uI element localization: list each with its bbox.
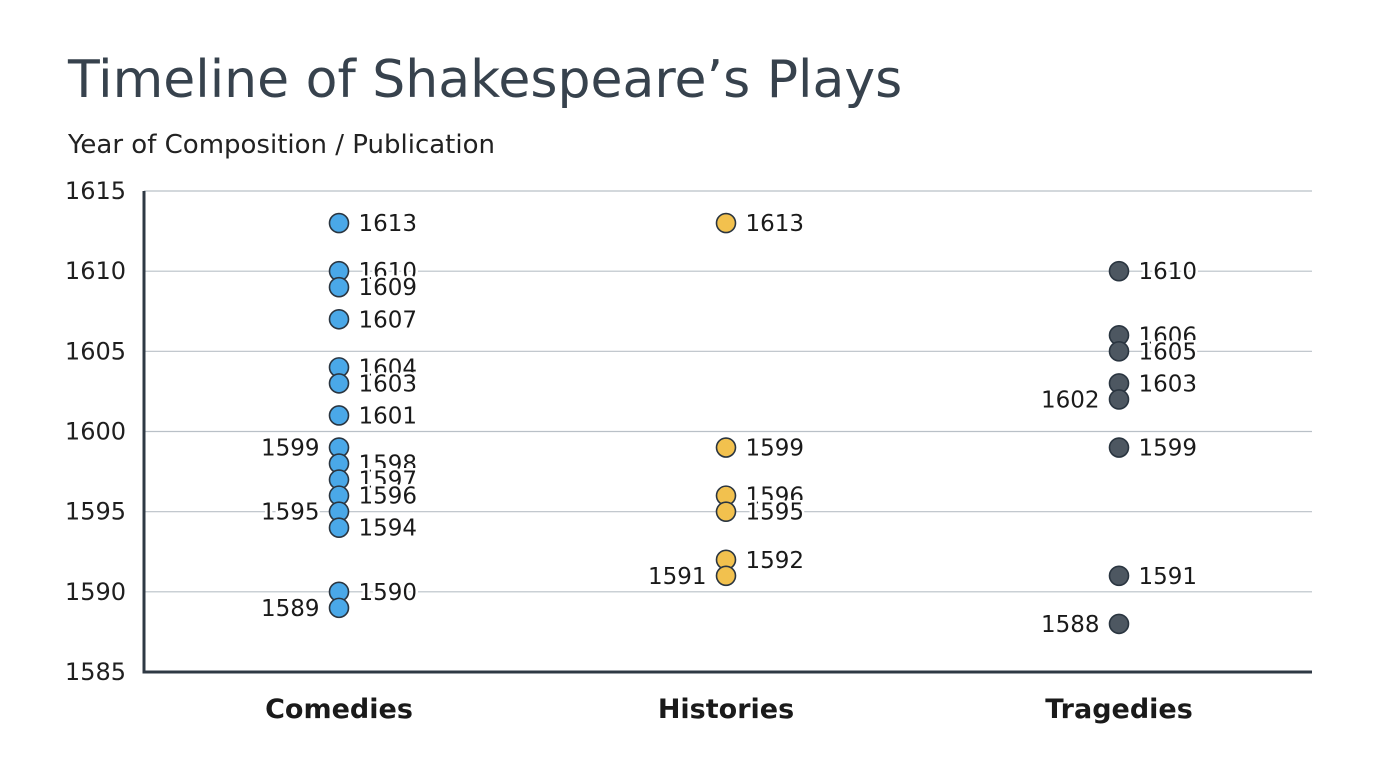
data-label: 1599 xyxy=(261,436,320,462)
data-label: 1606 xyxy=(1139,323,1198,349)
data-point xyxy=(1108,389,1130,410)
data-label: 1591 xyxy=(648,564,707,590)
data-label: 1592 xyxy=(746,548,805,574)
data-label: 1596 xyxy=(359,484,418,510)
data-label: 1589 xyxy=(261,596,320,622)
data-point xyxy=(1108,565,1130,587)
data-point xyxy=(715,501,737,522)
data-point xyxy=(328,597,350,619)
data-label: 1602 xyxy=(1041,387,1100,413)
data-point xyxy=(1108,341,1130,362)
data-point xyxy=(328,405,350,426)
data-label: 1599 xyxy=(746,436,805,462)
data-point xyxy=(328,517,350,539)
y-tick-label: 1605 xyxy=(65,337,126,365)
data-label: 1590 xyxy=(359,580,418,606)
data-point xyxy=(715,565,737,587)
data-label: 1588 xyxy=(1041,612,1100,638)
data-label: 1598 xyxy=(359,452,418,478)
data-points: 1613161016091607160416031601159915981597… xyxy=(258,209,1199,641)
data-point xyxy=(1108,613,1130,635)
data-label: 1605 xyxy=(1139,339,1198,365)
gridlines xyxy=(144,190,1312,593)
category-label: Histories xyxy=(658,694,794,725)
category-labels: Comedies Histories Tragedies xyxy=(265,694,1193,725)
data-label: 1601 xyxy=(359,403,418,429)
data-label: 1595 xyxy=(261,500,320,526)
chart-title: Timeline of Shakespeare’s Plays xyxy=(68,50,903,110)
data-label: 1596 xyxy=(746,484,805,510)
data-point xyxy=(328,212,350,234)
category-label: Tragedies xyxy=(1045,694,1193,725)
data-label: 1591 xyxy=(1139,564,1198,590)
data-label: 1613 xyxy=(746,211,805,237)
y-tick-label: 1610 xyxy=(65,257,126,285)
data-label: 1603 xyxy=(359,371,418,397)
y-tick-label: 1585 xyxy=(65,658,126,686)
data-point xyxy=(328,373,350,394)
data-point xyxy=(715,437,737,458)
data-label: 1599 xyxy=(1139,436,1198,462)
data-point xyxy=(715,212,737,234)
data-label: 1604 xyxy=(359,355,418,381)
data-point xyxy=(328,308,350,330)
data-label: 1613 xyxy=(359,211,418,237)
data-label: 1607 xyxy=(359,307,418,333)
y-tick-label: 1595 xyxy=(65,498,126,526)
data-label: 1595 xyxy=(746,500,805,526)
category-label: Comedies xyxy=(265,694,413,725)
data-point xyxy=(1108,260,1130,282)
data-point xyxy=(328,276,350,298)
data-label: 1610 xyxy=(359,259,418,285)
data-label: 1609 xyxy=(359,275,418,301)
y-tick-labels: 1585 1590 1595 1600 1605 1610 1615 xyxy=(65,177,126,686)
y-tick-label: 1615 xyxy=(65,177,126,205)
chart-subtitle: Year of Composition / Publication xyxy=(68,130,495,160)
data-label: 1594 xyxy=(359,516,418,542)
data-label: 1603 xyxy=(1139,371,1198,397)
data-label: 1597 xyxy=(359,468,418,494)
data-point xyxy=(1108,437,1130,458)
y-tick-label: 1600 xyxy=(65,418,126,446)
y-tick-label: 1590 xyxy=(65,578,126,606)
data-label: 1610 xyxy=(1139,259,1198,285)
axes xyxy=(142,191,1312,674)
